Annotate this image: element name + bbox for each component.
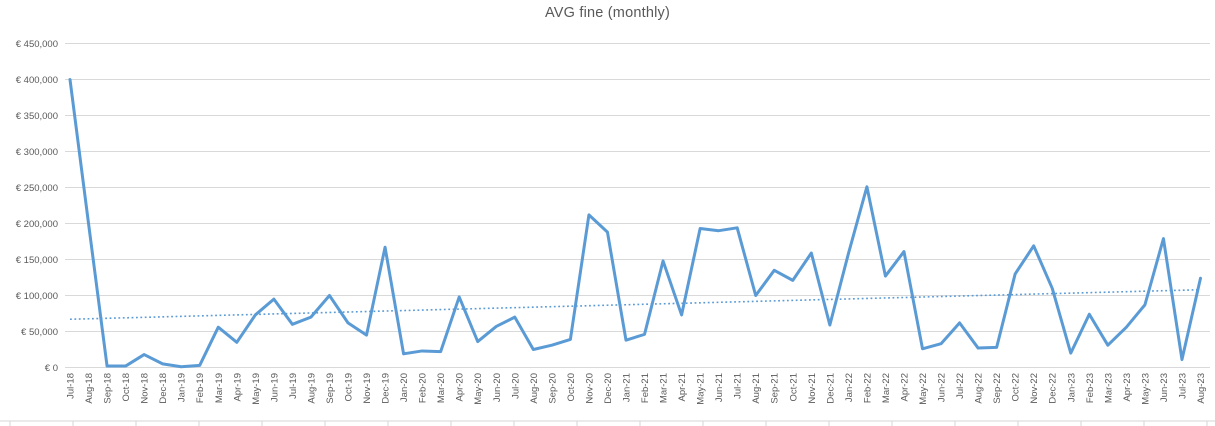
x-axis-label: Apr-19 [232,373,243,402]
x-axis-label: Oct-20 [566,373,577,402]
x-axis-label: Jan-21 [621,373,632,402]
x-axis-label: Aug-19 [306,373,317,404]
x-axis-label: Sep-18 [103,373,114,404]
x-axis-label: Apr-20 [455,373,466,402]
x-axis-label: May-22 [918,373,929,405]
x-axis-label: Jun-21 [714,373,725,402]
y-axis-label: € 450,000 [16,39,58,50]
x-axis-label: Jun-19 [269,373,280,402]
x-axis-label: Dec-21 [825,373,836,404]
x-axis-label: Jul-23 [1177,373,1188,399]
y-axis-label: € 100,000 [16,291,58,302]
x-axis-label: Oct-22 [1011,373,1022,402]
x-axis-label: Nov-19 [362,373,373,404]
x-axis-label: Jan-19 [177,373,188,402]
x-axis-label: Jan-22 [844,373,855,402]
x-axis-label: Mar-23 [1103,373,1114,403]
x-axis-label: Apr-22 [899,373,910,402]
x-axis-label: May-23 [1140,373,1151,405]
x-axis-label: Apr-21 [677,373,688,402]
x-axis-label: Sep-22 [992,373,1003,404]
x-axis-label: Dec-20 [603,373,614,404]
trendline [69,288,1201,321]
series-line [68,78,1202,369]
x-axis-label: Oct-19 [343,373,354,402]
x-axis-label: Jul-20 [510,373,521,399]
x-axis-label: May-20 [473,373,484,405]
x-axis-label: Oct-18 [121,373,132,402]
x-axis-label: Jun-23 [1159,373,1170,402]
x-axis-label: Apr-23 [1122,373,1133,402]
x-axis-label: Sep-19 [325,373,336,404]
x-axis-label: Oct-21 [788,373,799,402]
x-axis-label: Nov-18 [140,373,151,404]
x-axis-label: Aug-22 [974,373,985,404]
x-axis-label: Aug-21 [751,373,762,404]
x-axis-label: Jan-20 [399,373,410,402]
x-axis-label: Sep-21 [770,373,781,404]
x-axis-label: Aug-20 [529,373,540,404]
x-axis-label: Jun-20 [492,373,503,402]
y-axis-label: € 150,000 [16,255,58,266]
x-axis-label: Mar-19 [214,373,225,403]
x-axis-label: Jul-21 [733,373,744,399]
x-axis-label: Dec-18 [158,373,169,404]
x-axis-label: Aug-23 [1196,373,1207,404]
x-axis-label: Jun-22 [937,373,948,402]
x-axis-label: Sep-20 [547,373,558,404]
y-axis-label: € 350,000 [16,111,58,122]
x-axis-label: Nov-20 [584,373,595,404]
y-axis-label: € 300,000 [16,147,58,158]
x-axis-label: Dec-22 [1048,373,1059,404]
y-axis-label: € 50,000 [21,327,58,338]
y-axis-label: € 400,000 [16,75,58,86]
x-axis-label: Feb-22 [862,373,873,403]
x-axis-label: Feb-19 [195,373,206,403]
x-axis-label: Aug-18 [84,373,95,404]
x-axis-label: Feb-23 [1085,373,1096,403]
x-axis-label: May-19 [251,373,262,405]
x-axis-label: Jul-18 [66,373,77,399]
x-axis-label: Mar-21 [659,373,670,403]
chart-title: AVG fine (monthly) [544,5,670,21]
x-axis-label: Mar-22 [881,373,892,403]
x-axis-label: Jul-19 [288,373,299,399]
x-axis-label: Feb-20 [418,373,429,403]
y-axis-label: € 0 [45,363,58,374]
x-axis-label: Jul-22 [955,373,966,399]
x-axis-label: May-21 [696,373,707,405]
x-axis-label: Nov-21 [807,373,818,404]
x-axis-label: Nov-22 [1029,373,1040,404]
x-axis-label: Dec-19 [381,373,392,404]
x-axis-label: Mar-20 [436,373,447,403]
x-axis-label: Jan-23 [1066,373,1077,402]
x-axis-label: Feb-21 [640,373,651,403]
y-axis-label: € 250,000 [16,183,58,194]
y-axis-label: € 200,000 [16,219,58,230]
